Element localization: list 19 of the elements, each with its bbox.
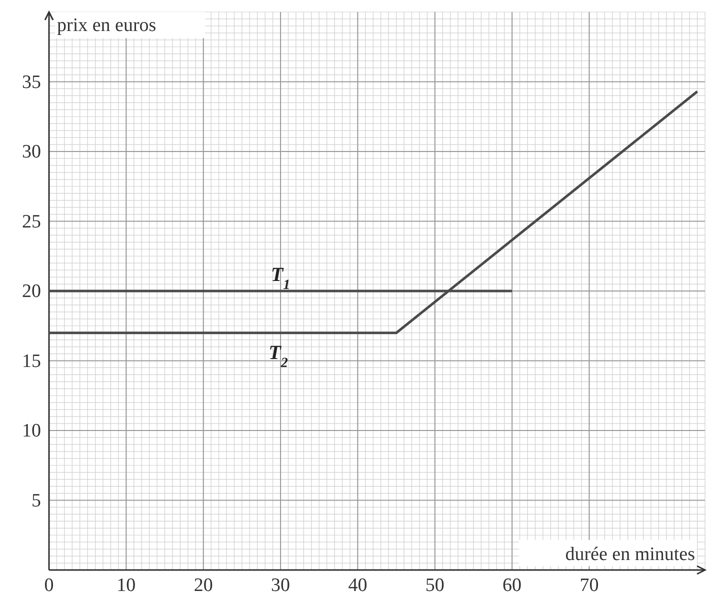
x-tick-label: 20 [194,575,213,596]
series-label: T$_{1}$ [270,264,290,292]
y-tick-label: 25 [22,211,41,232]
x-tick-label: 10 [116,575,136,596]
x-tick-label: 60 [502,575,522,596]
y-tick-label: 5 [32,490,41,512]
x-tick-label: 0 [44,575,54,596]
series-label: T$_{2}$ [268,342,288,370]
x-tick-label: 50 [425,575,444,596]
y-tick-label: 15 [22,350,41,372]
x-tick-label: 40 [348,575,368,596]
y-tick-label: 10 [22,420,41,442]
x-tick-label: 70 [580,575,599,596]
y-tick-label: 20 [22,281,41,302]
x-axis-title: durée en minutes [565,544,695,565]
y-tick-label: 30 [22,142,41,162]
y-axis-title: prix en euros [57,15,156,36]
y-tick-label: 35 [22,72,41,93]
x-tick-label: 30 [271,575,290,596]
